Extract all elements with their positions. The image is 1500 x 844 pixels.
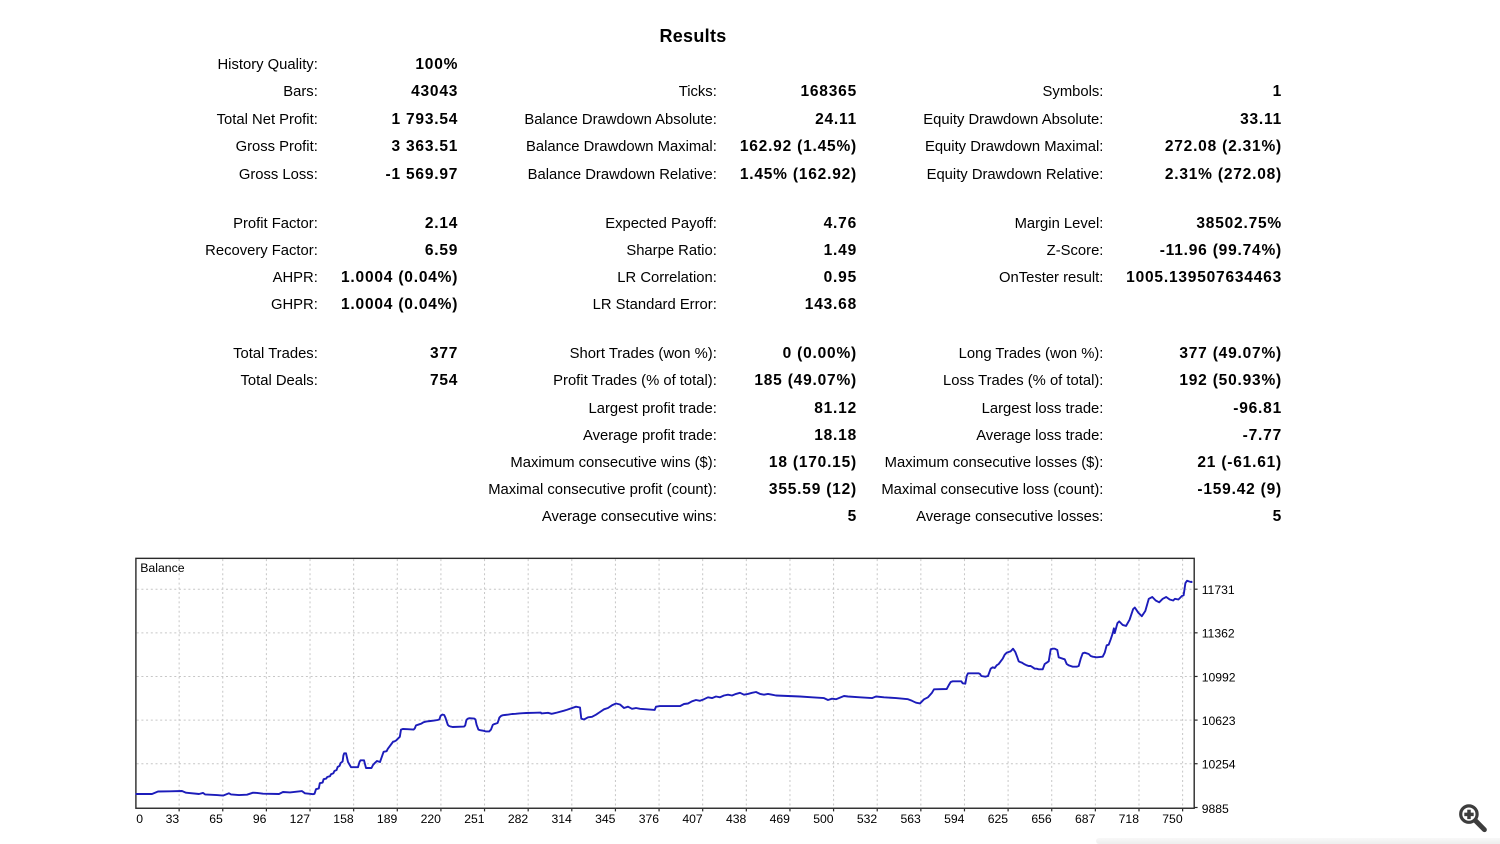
- svg-text:438: 438: [726, 812, 747, 826]
- svg-text:10623: 10623: [1202, 714, 1236, 728]
- svg-text:500: 500: [813, 812, 834, 826]
- svg-text:718: 718: [1119, 812, 1140, 826]
- svg-text:96: 96: [253, 812, 267, 826]
- svg-text:11731: 11731: [1202, 583, 1235, 597]
- svg-text:282: 282: [508, 812, 529, 826]
- svg-text:10254: 10254: [1202, 758, 1236, 772]
- svg-text:656: 656: [1031, 812, 1052, 826]
- svg-text:251: 251: [464, 812, 485, 826]
- svg-text:625: 625: [988, 812, 1009, 826]
- svg-text:9885: 9885: [1202, 802, 1229, 816]
- svg-text:220: 220: [421, 812, 442, 826]
- svg-text:345: 345: [595, 812, 616, 826]
- svg-text:189: 189: [377, 812, 398, 826]
- svg-text:469: 469: [770, 812, 791, 826]
- svg-text:33: 33: [166, 812, 180, 826]
- svg-text:65: 65: [209, 812, 223, 826]
- svg-text:158: 158: [333, 812, 354, 826]
- svg-text:0: 0: [136, 812, 143, 826]
- svg-text:10992: 10992: [1202, 670, 1236, 684]
- svg-text:750: 750: [1162, 812, 1183, 826]
- svg-text:532: 532: [857, 812, 878, 826]
- svg-text:407: 407: [682, 812, 703, 826]
- svg-text:563: 563: [900, 812, 921, 826]
- svg-text:314: 314: [551, 812, 572, 826]
- svg-text:127: 127: [290, 812, 311, 826]
- svg-text:594: 594: [944, 812, 965, 826]
- svg-text:376: 376: [639, 812, 660, 826]
- svg-text:11362: 11362: [1202, 627, 1235, 641]
- svg-text:687: 687: [1075, 812, 1096, 826]
